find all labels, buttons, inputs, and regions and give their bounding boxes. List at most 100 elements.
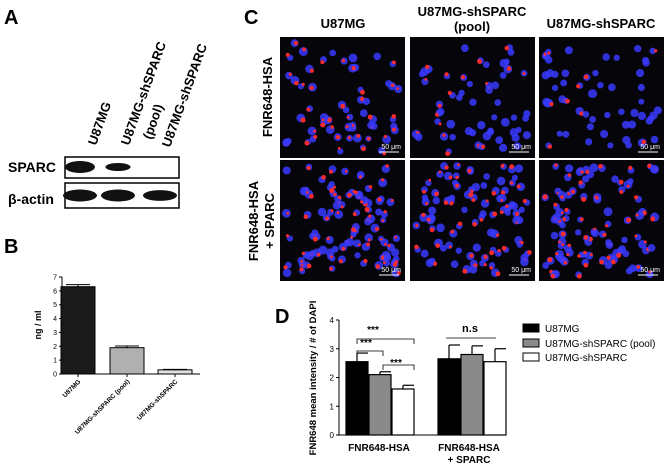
dapi-nucleus bbox=[597, 81, 604, 89]
micrograph: 50 μm bbox=[280, 160, 405, 281]
dapi-nucleus bbox=[509, 128, 519, 137]
dapi-nucleus bbox=[628, 120, 637, 129]
legend-label-shsparc: U87MG-shSPARC bbox=[545, 353, 627, 364]
y-tick-label: 0 bbox=[53, 372, 57, 379]
row-label-fnr648: FNR648-HSA bbox=[260, 56, 275, 137]
fnr648-signal bbox=[618, 179, 624, 185]
fnr648-signal bbox=[424, 77, 428, 81]
fnr648-signal bbox=[605, 224, 609, 228]
fnr648-signal bbox=[320, 60, 325, 65]
col-label-u87mg: U87MG bbox=[321, 16, 366, 31]
fnr648-signal bbox=[344, 169, 348, 173]
fnr648-signal bbox=[501, 245, 507, 251]
dapi-nucleus bbox=[282, 166, 291, 175]
fnr648-signal bbox=[309, 193, 314, 199]
dapi-nucleus bbox=[420, 249, 429, 258]
fnr648-signal bbox=[472, 222, 477, 227]
dapi-nucleus bbox=[542, 262, 550, 269]
fnr648-signal bbox=[303, 214, 309, 219]
fnr648-signal bbox=[330, 209, 334, 213]
dapi-nucleus bbox=[370, 122, 378, 130]
dapi-nucleus bbox=[604, 111, 611, 119]
fnr648-signal bbox=[549, 102, 554, 107]
fnr648-signal bbox=[300, 117, 306, 123]
fnr648-signal bbox=[367, 114, 373, 120]
dapi-nucleus bbox=[511, 174, 518, 181]
y-tick-label: 7 bbox=[53, 275, 57, 282]
dapi-nucleus bbox=[560, 79, 568, 87]
chart-d-xtick-0: FNR648-HSA bbox=[348, 443, 410, 454]
fnr648-signal bbox=[570, 189, 575, 194]
fnr648-signal bbox=[635, 213, 639, 217]
fnr648-signal bbox=[500, 164, 505, 168]
fnr648-signal bbox=[285, 52, 290, 57]
fnr648-signal bbox=[392, 262, 398, 267]
dapi-nucleus bbox=[338, 201, 346, 209]
fnr648-signal bbox=[341, 58, 346, 63]
fnr648-signal bbox=[383, 134, 387, 139]
fnr648-signal bbox=[339, 259, 343, 264]
fnr648-signal bbox=[506, 66, 512, 71]
fnr648-signal bbox=[345, 125, 349, 129]
dapi-nucleus bbox=[550, 215, 559, 224]
sig-label-3: *** bbox=[390, 358, 402, 369]
actin-band bbox=[101, 189, 135, 202]
fnr648-signal bbox=[567, 173, 572, 177]
fnr648-signal bbox=[390, 83, 395, 88]
dapi-nucleus bbox=[634, 45, 642, 53]
fnr648-signal bbox=[650, 216, 656, 222]
fnr648-signal bbox=[471, 198, 476, 203]
fnr648-signal bbox=[577, 273, 582, 279]
bar bbox=[460, 353, 484, 436]
fnr648-signal bbox=[368, 185, 373, 189]
x-tick-label: U87MG-shSPARC (pool) bbox=[74, 378, 131, 435]
bar bbox=[368, 374, 392, 436]
y-tick-label: 3 bbox=[330, 345, 335, 354]
dapi-nucleus bbox=[348, 123, 357, 132]
scale-bar-label: 50 μm bbox=[511, 267, 531, 274]
fnr648-signal bbox=[381, 178, 385, 182]
fnr648-signal bbox=[347, 192, 352, 198]
dapi-nucleus bbox=[589, 163, 599, 173]
dapi-nucleus bbox=[611, 175, 619, 183]
dapi-nucleus bbox=[642, 59, 650, 67]
dapi-nucleus bbox=[341, 167, 349, 176]
fnr648-signal bbox=[583, 235, 589, 240]
fnr648-signal bbox=[329, 266, 333, 271]
fnr648-signal bbox=[306, 263, 312, 269]
fnr648-signal bbox=[602, 232, 607, 237]
fnr648-signal bbox=[576, 84, 581, 89]
fnr648-signal bbox=[634, 234, 638, 238]
fnr648-signal bbox=[547, 144, 553, 149]
dapi-nucleus bbox=[471, 182, 481, 192]
fnr648-signal bbox=[358, 243, 361, 247]
fnr648-signal bbox=[467, 168, 472, 174]
dapi-nucleus bbox=[515, 216, 524, 225]
fnr648-signal bbox=[577, 254, 581, 258]
dapi-nucleus bbox=[482, 61, 490, 68]
dapi-nucleus bbox=[647, 244, 656, 252]
dapi-nucleus bbox=[582, 110, 590, 118]
fnr648-signal bbox=[321, 118, 325, 122]
fnr648-signal bbox=[421, 212, 426, 217]
dapi-nucleus bbox=[359, 109, 368, 118]
fnr648-signal bbox=[397, 270, 401, 275]
fnr648-signal bbox=[610, 259, 616, 265]
fnr648-signal bbox=[448, 175, 453, 180]
dapi-nucleus bbox=[449, 194, 456, 201]
dapi-nucleus bbox=[628, 264, 637, 273]
dapi-nucleus bbox=[574, 229, 582, 236]
micrograph: 50 μm bbox=[410, 37, 535, 158]
dapi-nucleus bbox=[328, 181, 335, 188]
dapi-nucleus bbox=[318, 245, 328, 255]
dapi-nucleus bbox=[461, 206, 468, 214]
panel-label-b: B bbox=[4, 236, 18, 258]
dapi-nucleus bbox=[496, 194, 505, 203]
fnr648-signal bbox=[495, 271, 501, 277]
fnr648-signal bbox=[306, 107, 311, 112]
col-label-pool: U87MG-shSPARC bbox=[418, 4, 527, 19]
dapi-nucleus bbox=[586, 123, 594, 131]
micrograph: 50 μm bbox=[410, 160, 535, 281]
lane-label-shsparc: U87MG-shSPARC bbox=[159, 41, 211, 149]
fnr648-signal bbox=[301, 82, 305, 86]
